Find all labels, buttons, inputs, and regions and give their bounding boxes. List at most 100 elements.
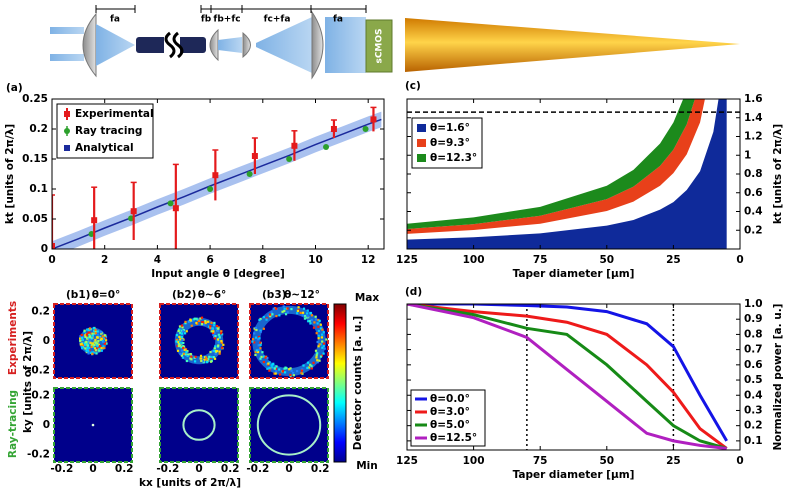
speckle: [88, 349, 91, 352]
fiber-break: [172, 31, 184, 59]
speckle: [266, 367, 269, 370]
speckle: [183, 352, 186, 356]
speckle: [84, 343, 87, 346]
speckle: [290, 369, 293, 372]
x-tick-label: 50: [599, 254, 614, 266]
speckle: [282, 370, 285, 373]
speckle: [314, 315, 317, 318]
speckle: [302, 307, 306, 310]
speckle: [317, 329, 320, 333]
speckle: [319, 327, 323, 330]
panel-label: (d): [405, 286, 422, 298]
speckle: [300, 372, 303, 375]
image-frame: [249, 387, 329, 463]
speckle: [179, 338, 182, 341]
speckle: [93, 347, 97, 350]
point: [52, 243, 55, 249]
speckle: [98, 347, 101, 350]
speckle: [85, 337, 89, 340]
speckle: [301, 314, 304, 317]
speckle: [315, 356, 318, 359]
x-tick-label: 0: [48, 254, 55, 266]
y-tick-label: 0.8: [744, 168, 763, 180]
y-tick-label: -0.2: [27, 365, 50, 377]
speckle: [102, 340, 105, 344]
speckle: [296, 312, 299, 315]
y-tick-label: 1: [744, 149, 751, 161]
x-tick-label: 0: [89, 463, 96, 475]
speckle: [212, 330, 215, 333]
speckle: [317, 345, 320, 348]
speckle: [322, 331, 325, 334]
legend-label: Experimental: [75, 108, 154, 120]
setup-label: fb: [201, 15, 212, 25]
speckle: [320, 336, 323, 339]
speckle: [98, 345, 102, 348]
area: [407, 99, 705, 234]
x-tick-label: 0.2: [115, 463, 134, 475]
speckle: [97, 349, 100, 352]
setup-label: fa: [333, 15, 343, 25]
speckle: [79, 339, 82, 342]
speckle: [321, 340, 324, 343]
speckle: [182, 329, 185, 332]
speckle: [259, 330, 262, 333]
speckle: [178, 340, 181, 344]
speckle: [310, 314, 314, 317]
point: [246, 171, 253, 177]
speckle: [312, 326, 316, 329]
speckle: [322, 352, 325, 355]
x-tick-label: 125: [396, 254, 418, 266]
speckle: [212, 335, 216, 338]
speckle: [290, 307, 293, 311]
speckle: [272, 307, 275, 310]
setup-diagram: sCMOS fa fb fb+fc fc+fa fa: [50, 5, 393, 80]
speckle: [84, 334, 87, 337]
speckle: [210, 330, 213, 333]
speckle: [254, 350, 257, 354]
y-tick-label: 0.3: [744, 404, 763, 416]
speckle: [90, 337, 93, 340]
speckle: [88, 331, 91, 334]
lens: [242, 31, 251, 59]
speckle: [85, 349, 88, 352]
speckle: [176, 349, 180, 352]
speckle: [79, 335, 82, 338]
speckle: [181, 338, 184, 342]
speckle: [306, 320, 310, 323]
plot-area: [407, 304, 728, 450]
speckle: [105, 342, 108, 345]
speckle: [316, 361, 319, 364]
speckle: [80, 336, 84, 340]
speckle: [220, 346, 224, 349]
speckle: [314, 349, 318, 352]
plot-area: [407, 99, 740, 249]
speckle-field: [79, 326, 108, 356]
speckle: [209, 350, 212, 354]
line: [52, 118, 382, 249]
x-axis-label: kx [units of 2π/λ]: [139, 477, 241, 489]
panel-label: (c): [405, 80, 421, 92]
speckle: [266, 356, 269, 360]
y-tick-label: 0.2: [744, 420, 763, 432]
speckle: [284, 366, 287, 369]
legend-icon: [417, 124, 426, 132]
speckle: [254, 336, 258, 339]
point: [251, 153, 258, 159]
speckle: [212, 324, 216, 327]
y-tick-label: 0.6: [744, 187, 763, 199]
speckle: [306, 309, 309, 312]
setup-label: fc+fa: [264, 15, 291, 25]
speckle: [317, 325, 320, 328]
speckle: [302, 364, 305, 367]
speckle: [281, 310, 284, 313]
speckle: [185, 350, 188, 354]
speckle: [92, 345, 95, 348]
speckle: [325, 338, 328, 341]
speckle: [214, 350, 217, 354]
speckle: [80, 342, 83, 345]
speckle: [81, 347, 84, 350]
y-tick-label: 0.5: [744, 374, 763, 386]
speckle-field: [175, 316, 225, 364]
speckle: [189, 318, 192, 321]
